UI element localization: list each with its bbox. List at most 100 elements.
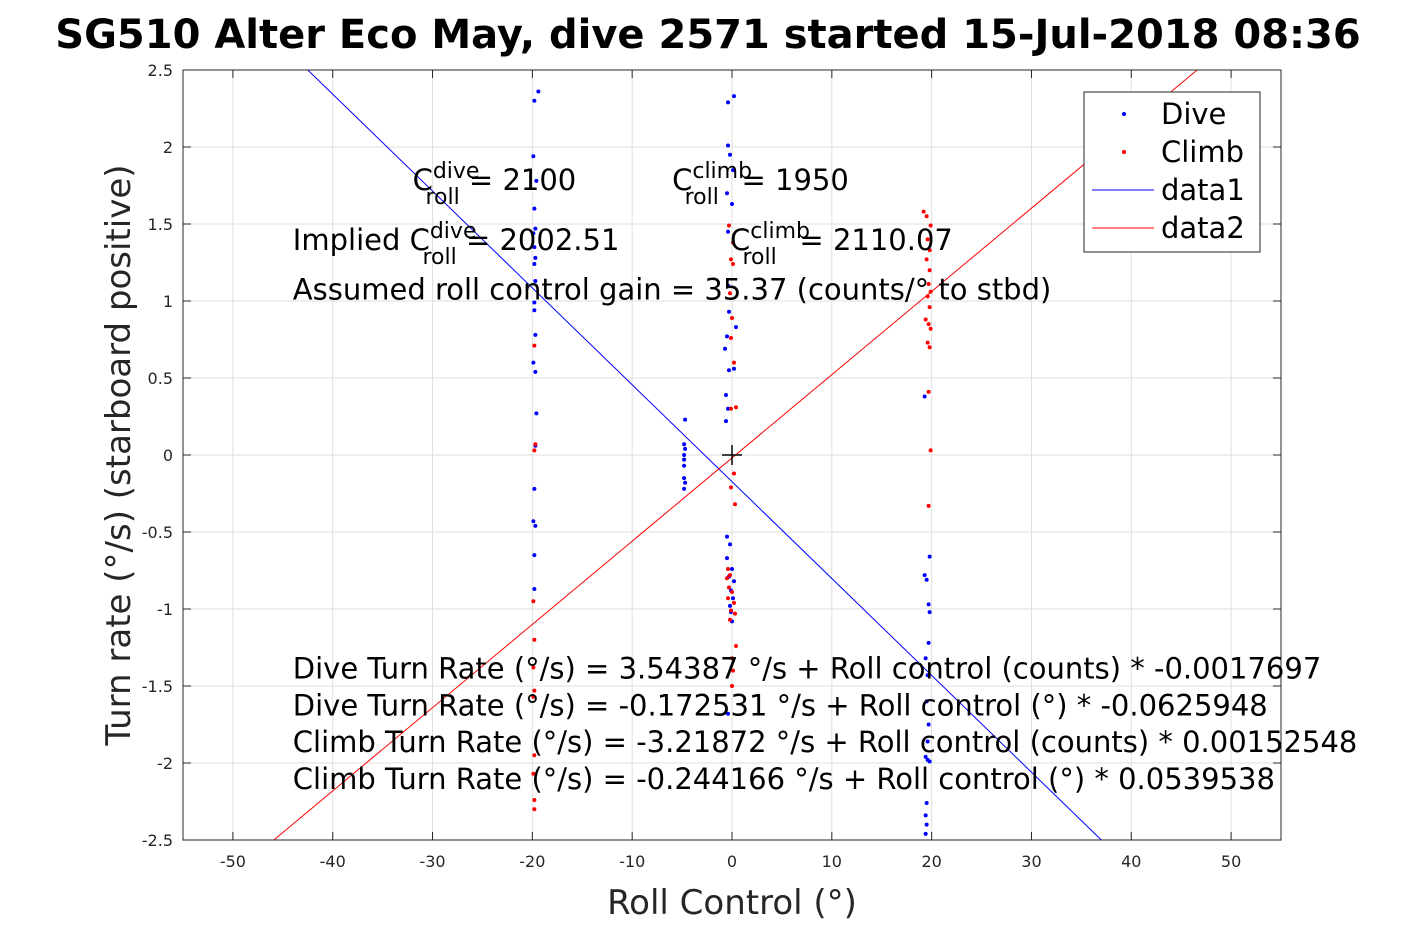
climb-point [532,797,537,802]
annotation-text: Climb Turn Rate (°/s) = -3.21872 °/s + R… [293,725,1358,759]
dive-point [532,245,537,250]
legend-label: data2 [1161,211,1245,245]
y-tick-label: -1.5 [142,677,173,696]
dive-point [531,231,536,236]
climb-point [733,643,738,648]
climb-point [926,322,931,327]
dive-point [924,801,929,806]
climb-point [928,326,933,331]
dive-point [925,739,930,744]
legend-box [1083,91,1261,253]
chart-title: SG510 Alter Eco May, dive 2571 started 1… [55,12,1360,58]
dive-point [682,486,687,491]
climb-point [532,688,537,693]
dive-point [533,226,538,231]
climb-point [928,448,933,453]
x-tick-label: -20 [519,852,545,871]
x-tick-label: -30 [419,852,445,871]
ticks: -50 -40 -30 -20 -10 0 10 20 30 40 50-2.5-2-1.5-1-0… [142,61,1281,871]
dive-point [725,556,730,561]
dive-point [923,754,928,759]
dive-point [923,831,928,836]
dive-point [531,519,536,524]
dive-point [683,446,688,451]
dive-point [533,369,538,374]
center-marker-group [722,445,742,465]
dive-point [926,640,931,645]
x-tick-label: -50 [220,852,246,871]
dive-point [723,346,728,351]
dive-point [922,573,927,578]
climb-point [928,289,933,294]
dive-point [532,308,537,313]
dive-point [927,610,932,615]
climb-point [533,442,538,447]
climb-point [924,257,929,262]
y-tick-label: 0 [163,446,173,465]
climb-point [730,315,734,320]
y-tick-label: 2 [163,138,173,157]
climb-point [531,771,536,776]
dive-point [724,419,729,424]
dive-point [533,278,538,283]
legend-label: data1 [1161,173,1245,207]
dive-point [682,442,687,447]
dive-point [730,566,734,571]
dive-point [683,417,688,422]
climb-point [729,335,734,340]
y-tick-label: -2.5 [142,831,173,850]
legend-label: Climb [1161,135,1244,169]
dive-point [533,523,538,528]
dive-point [926,722,931,727]
dive-point [725,534,730,539]
annotation-text: Assumed roll control gain = 35.37 (count… [293,272,1052,306]
climb-point [532,343,537,348]
climb-point [532,807,537,812]
dive-point [730,201,734,206]
climb-point [730,668,735,673]
climb-point [926,389,931,394]
y-tick-label: 1 [163,292,173,311]
climb-point [729,257,734,262]
dive-point [532,486,537,491]
dive-point [531,154,536,159]
scatter-points [531,89,933,836]
annotation-text: Climb Turn Rate (°/s) = -0.244166 °/s + … [293,762,1275,796]
dive-point [725,191,730,196]
dive-point [922,394,927,399]
climb-point [923,317,928,322]
x-tick-label: 20 [921,852,941,871]
dive-point [682,476,687,481]
climb-point [532,448,537,453]
climb-point [925,237,930,242]
x-tick-label: 0 [727,852,737,871]
annotation-coefficient: Cdive roll = 2100 [413,159,577,210]
dive-point [731,94,736,99]
climb-point [926,503,931,508]
climb-point [924,214,929,219]
climb-point [531,665,536,670]
climb-point [730,656,734,661]
dive-point [533,255,538,260]
annotations: Cdive roll = 2100 Cclimb roll = 1950 Implied… [293,159,1358,796]
climb-point [729,406,734,411]
dive-point [532,98,537,103]
annotation-text: Dive Turn Rate (°/s) = 3.54387 °/s + Rol… [293,651,1321,685]
climb-point [728,291,733,296]
x-tick-label: 50 [1221,852,1241,871]
dive-point [532,262,537,267]
climb-point [532,753,537,758]
x-tick-label: 30 [1021,852,1041,871]
dive-point [532,586,537,591]
climb-point [728,617,733,622]
dive-point [532,553,537,558]
climb-point [921,209,926,214]
climb-point [731,471,736,476]
climb-point [732,502,737,507]
x-tick-label: -40 [320,852,346,871]
dive-point [682,453,687,457]
dive-point [924,577,929,582]
dive-point [923,813,928,818]
annotation-text: Dive Turn Rate (°/s) = -0.172531 °/s + R… [293,688,1268,722]
